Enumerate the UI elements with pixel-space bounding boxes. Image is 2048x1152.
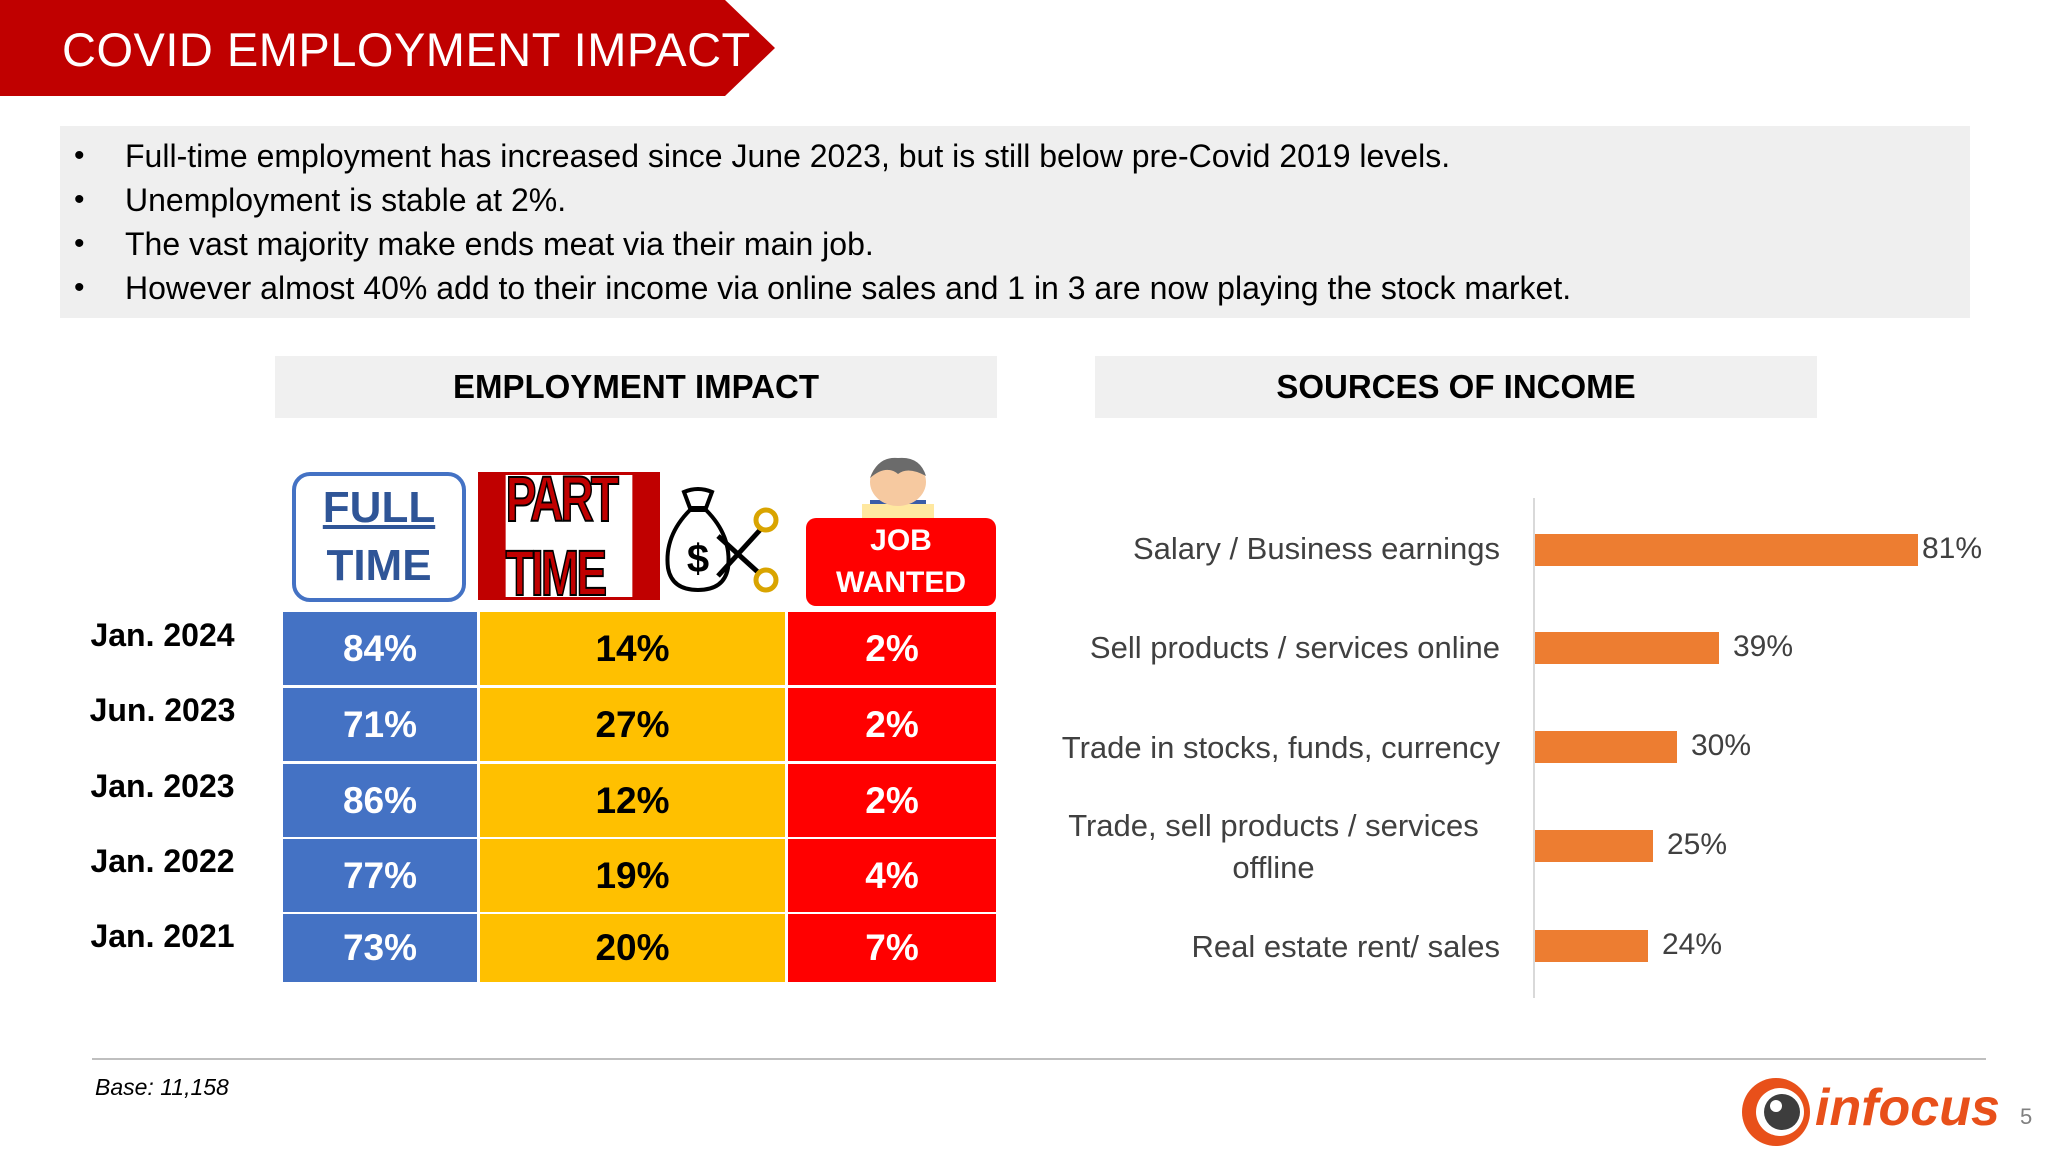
job-wanted-cell: 2%: [788, 688, 996, 761]
income-value-label: 24%: [1662, 928, 1723, 961]
full-time-cell: 73%: [283, 914, 477, 982]
income-chart-axis: [1533, 498, 1535, 998]
job-wanted-cell: 4%: [788, 839, 996, 912]
income-category-label-line: Trade in stocks, funds, currency: [1061, 730, 1500, 765]
income-category-label-line: Salary / Business earnings: [1132, 531, 1500, 566]
income-category-label: Trade, sell products / services offline: [1046, 805, 1501, 889]
infocus-logo-text: infocus: [1815, 1079, 2000, 1137]
summary-box: Full-time employment has increased since…: [60, 126, 1970, 318]
page-number: 5: [2020, 1104, 2033, 1129]
part-time-cell: 14%: [480, 612, 785, 685]
income-value-label: 25%: [1667, 828, 1728, 861]
income-bar: [1535, 731, 1677, 763]
part-time-cell: 27%: [480, 688, 785, 761]
job-wanted-header: JOB WANTED: [806, 518, 996, 606]
base-note: Base: 11,158: [95, 1074, 229, 1100]
income-bar: [1535, 534, 1918, 566]
job-seeker-icon: [862, 457, 934, 522]
full-time-header-line2: TIME: [326, 541, 432, 590]
income-category-label-line: Sell products / services online: [1089, 630, 1500, 665]
summary-bullets: Full-time employment has increased since…: [60, 126, 1970, 310]
income-value-label: 39%: [1733, 630, 1794, 663]
job-wanted-cell: 2%: [788, 764, 996, 837]
summary-bullet: However almost 40% add to their income v…: [60, 266, 1970, 310]
svg-text:$: $: [687, 537, 709, 581]
full-time-cell: 77%: [283, 839, 477, 912]
part-time-header-label: PART TIME: [505, 462, 633, 610]
income-category-label: Trade in stocks, funds, currency: [1062, 727, 1500, 769]
part-time-header: PART TIME: [478, 462, 660, 610]
row-label: Jan. 2021: [90, 918, 235, 954]
infocus-logo-icon: [1742, 1078, 1810, 1146]
employment-section-header: EMPLOYMENT IMPACT: [275, 356, 997, 418]
row-label: Jan. 2022: [90, 843, 235, 879]
part-time-cell: 12%: [480, 764, 785, 837]
income-category-label-line: Real estate rent/ sales: [1191, 929, 1500, 964]
income-category-label-line: Trade, sell products / services: [1068, 808, 1479, 843]
full-time-cell: 84%: [283, 612, 477, 685]
page-title: COVID EMPLOYMENT IMPACT: [62, 23, 751, 76]
income-category-label: Sell products / services online: [1090, 627, 1500, 669]
income-value-label: 81%: [1922, 532, 1983, 565]
job-wanted-cell: 2%: [788, 612, 996, 685]
income-bar: [1535, 632, 1719, 664]
income-section-header: SOURCES OF INCOME: [1095, 356, 1817, 418]
summary-bullet: Unemployment is stable at 2%.: [60, 178, 1970, 222]
full-time-cell: 86%: [283, 764, 477, 837]
job-wanted-header-line1: JOB: [870, 524, 932, 557]
full-time-header: FULL TIME: [292, 472, 466, 602]
title-banner: [0, 0, 775, 96]
row-label: Jun. 2023: [89, 692, 236, 728]
income-category-label: Real estate rent/ sales: [1192, 926, 1500, 968]
part-time-cell: 19%: [480, 839, 785, 912]
summary-bullet: Full-time employment has increased since…: [60, 134, 1970, 178]
money-bag-scissors-icon: $: [665, 487, 779, 593]
job-wanted-cell: 7%: [788, 914, 996, 982]
income-bar: [1535, 930, 1648, 962]
income-category-label: Salary / Business earnings: [1133, 528, 1500, 570]
summary-bullet: The vast majority make ends meat via the…: [60, 222, 1970, 266]
row-label: Jan. 2024: [90, 617, 235, 653]
full-time-cell: 71%: [283, 688, 477, 761]
full-time-header-line1: FULL: [322, 483, 436, 532]
income-value-label: 30%: [1691, 729, 1752, 762]
income-bar: [1535, 830, 1653, 862]
footer-divider: [92, 1058, 1986, 1060]
job-wanted-header-line2: WANTED: [836, 566, 966, 599]
part-time-cell: 20%: [480, 914, 785, 982]
income-category-label-line: offline: [1232, 850, 1315, 885]
row-label: Jan. 2023: [90, 768, 235, 804]
